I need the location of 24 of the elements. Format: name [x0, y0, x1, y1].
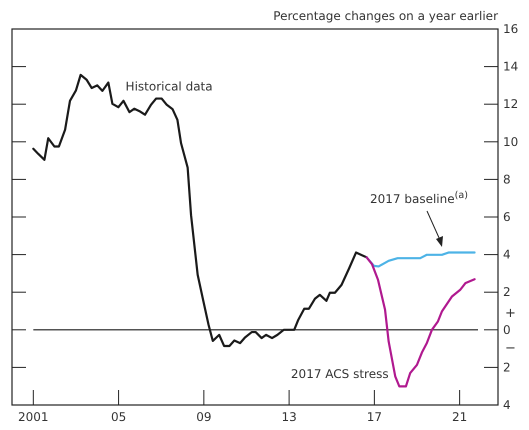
y-tick-label: 16: [503, 22, 518, 36]
x-tick-label: 05: [110, 410, 126, 424]
y-tick-label: 6: [503, 210, 511, 224]
x-tick-label: 17: [366, 410, 382, 424]
y-tick-label: 2: [503, 360, 511, 374]
y-tick-label: 12: [503, 97, 518, 112]
x-tick-label: 21: [452, 410, 468, 424]
text: −: [505, 340, 516, 356]
x-tick-label: 13: [281, 410, 297, 424]
text: +: [505, 306, 516, 321]
annotation: 2017 ACS stress: [290, 367, 389, 382]
line-series: [366, 251, 476, 268]
y-tick-label: 14: [503, 60, 518, 74]
annotation: Historical data: [126, 80, 213, 94]
x-tick-label: 09: [196, 410, 212, 424]
y-tick-label: 4: [503, 398, 511, 412]
y-tick-label: 2: [503, 285, 511, 300]
y-tick-label: 10: [503, 134, 518, 149]
y-tick-label: 8: [503, 172, 511, 186]
y-tick-label: 0: [503, 322, 511, 337]
annotation: 2017 baseline$^{(a)}$: [370, 190, 468, 206]
x-tick-label: 2001: [18, 410, 49, 424]
y-tick-label: 4: [503, 248, 511, 262]
y-axis-title: Percentage changes on a year earlier: [273, 9, 498, 23]
